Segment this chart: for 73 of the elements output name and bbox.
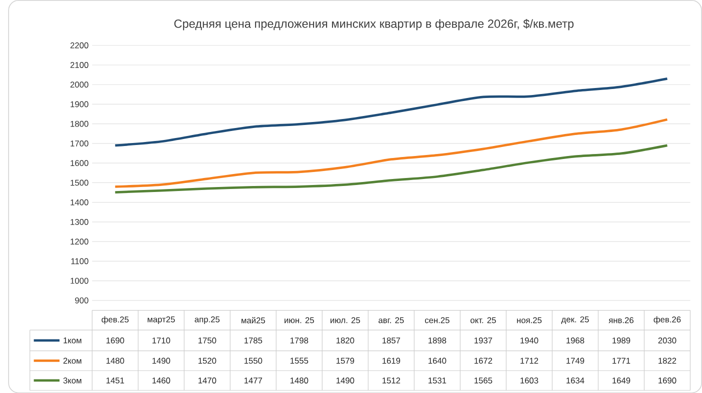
data-label: 1477 <box>244 377 262 384</box>
data-label: 1555 <box>290 358 308 364</box>
data-label: 1690 <box>106 337 124 344</box>
data-label: 1451 <box>106 377 124 384</box>
data-label: 1712 <box>520 358 538 364</box>
line-series <box>114 144 668 194</box>
y-tick-label: 1800 <box>70 120 88 127</box>
x-tick-label: апр.25 <box>194 316 220 324</box>
x-tick-label: ноя.25 <box>517 317 542 324</box>
data-label: 1480 <box>106 358 124 364</box>
y-tick-label: 1900 <box>70 101 88 108</box>
data-label: 1672 <box>474 358 492 364</box>
y-tick-label: 1100 <box>71 258 88 264</box>
x-tick-label: дек. 25 <box>561 316 589 324</box>
data-label: 1634 <box>566 377 584 384</box>
data-label: 1490 <box>336 377 354 384</box>
x-tick-label: март25 <box>148 316 175 324</box>
data-label: 1579 <box>336 358 354 364</box>
data-label: 1640 <box>428 358 446 364</box>
y-tick-label: 1500 <box>70 180 88 186</box>
data-label: 1460 <box>152 377 170 384</box>
y-tick-label: 2100 <box>70 62 88 68</box>
y-tick-label: 1400 <box>70 199 88 206</box>
x-tick-label: июл. 25 <box>330 317 360 324</box>
x-tick-label: окт. 25 <box>470 317 496 324</box>
y-tick-label: 1300 <box>70 218 88 225</box>
y-tick-label: 1700 <box>70 140 88 146</box>
data-label: 1857 <box>382 337 400 344</box>
data-label: 1619 <box>382 358 400 364</box>
x-tick-label: июн. 25 <box>284 317 314 324</box>
line-series <box>114 77 668 146</box>
legend-label: 2ком <box>63 358 82 364</box>
data-label: 1550 <box>244 358 262 364</box>
data-label: 1798 <box>290 337 308 344</box>
x-tick-label: авг. 25 <box>378 317 404 324</box>
data-label: 1649 <box>612 377 630 384</box>
data-label: 1898 <box>428 337 446 344</box>
y-tick-label: 1000 <box>70 278 88 284</box>
data-label: 1565 <box>474 377 492 384</box>
data-label: 1512 <box>382 377 400 384</box>
data-label: 1531 <box>428 377 446 384</box>
data-label: 1603 <box>520 377 538 384</box>
data-label: 1937 <box>474 337 492 344</box>
line-series <box>114 118 668 188</box>
data-label: 2030 <box>658 337 676 344</box>
chart-title: Средняя цена предложения минских квартир в феврале 2026г, $/кв.метр <box>174 18 574 30</box>
y-tick-label: 1200 <box>70 238 88 244</box>
y-tick-label: 2200 <box>70 42 88 48</box>
y-tick-label: 2000 <box>70 82 88 88</box>
data-label: 1470 <box>198 377 216 384</box>
data-label: 1690 <box>658 377 676 384</box>
x-tick-label: май25 <box>242 316 266 324</box>
data-label: 1749 <box>566 358 584 364</box>
y-tick-label: 1600 <box>70 160 88 166</box>
data-label: 1940 <box>520 337 538 344</box>
data-label: 1822 <box>658 358 676 364</box>
x-tick-label: сен.25 <box>425 317 450 324</box>
x-tick-label: янв.26 <box>608 317 634 324</box>
data-label: 1480 <box>290 377 308 384</box>
data-label: 1968 <box>566 337 584 344</box>
legend-label: 1ком <box>64 337 82 344</box>
y-tick-label: 900 <box>75 297 88 304</box>
data-label: 1989 <box>612 337 630 344</box>
x-tick-label: фев.26 <box>654 316 681 324</box>
x-tick-label: фев.25 <box>102 316 129 324</box>
data-label: 1820 <box>336 337 354 344</box>
data-label: 1750 <box>198 337 216 344</box>
data-label: 1771 <box>612 358 630 364</box>
data-label: 1710 <box>152 337 170 344</box>
data-label: 1785 <box>244 337 262 344</box>
legend-label: 3ком <box>63 377 82 384</box>
data-label: 1490 <box>152 358 170 364</box>
data-label: 1520 <box>198 358 216 364</box>
